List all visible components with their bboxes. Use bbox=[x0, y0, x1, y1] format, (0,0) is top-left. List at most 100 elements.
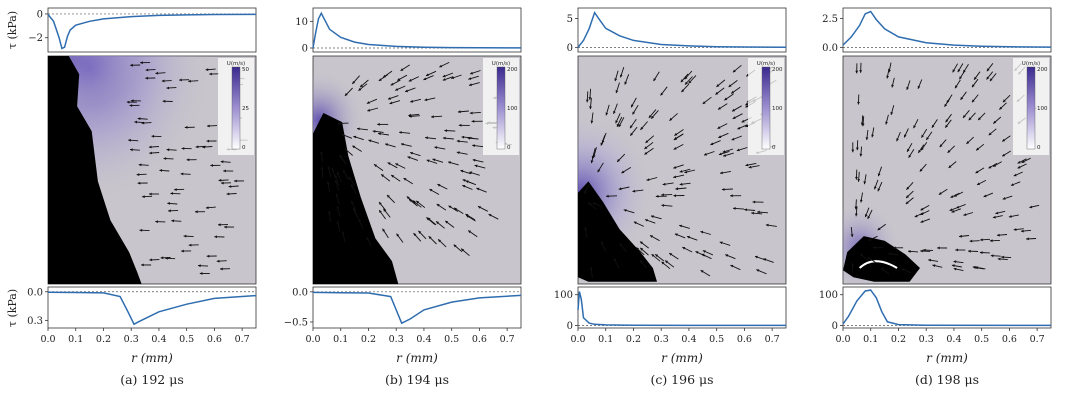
y-tick-label: 0.0 bbox=[292, 287, 308, 298]
velocity-arrowhead bbox=[161, 79, 165, 83]
velocity-arrowhead bbox=[851, 263, 854, 266]
velocity-arrowhead bbox=[636, 247, 640, 251]
velocity-arrowhead bbox=[920, 207, 924, 211]
velocity-arrowhead bbox=[206, 139, 210, 143]
velocity-arrowhead bbox=[731, 137, 735, 141]
velocity-arrowhead bbox=[166, 148, 170, 152]
velocity-arrowhead bbox=[476, 187, 480, 191]
velocity-arrowhead bbox=[864, 214, 868, 218]
top-shear-line bbox=[577, 10, 787, 48]
velocity-arrowhead bbox=[960, 96, 964, 100]
velocity-arrowhead bbox=[584, 227, 587, 230]
velocity-arrowhead bbox=[478, 206, 481, 209]
colorbar-label: U(m/s) bbox=[1022, 61, 1040, 67]
velocity-arrowhead bbox=[893, 246, 896, 250]
velocity-arrowhead bbox=[646, 178, 650, 181]
velocity-arrowhead bbox=[179, 78, 182, 82]
velocity-arrowhead bbox=[855, 176, 858, 180]
velocity-arrowhead bbox=[913, 125, 916, 129]
velocity-arrowhead bbox=[160, 256, 164, 260]
velocity-arrowhead bbox=[195, 145, 199, 149]
velocity-arrowhead bbox=[474, 164, 478, 168]
velocity-arrowhead bbox=[890, 112, 894, 115]
bottom-shear-plot: 100 0 0.0 0.1 0.2 0.3 0.4 0.5 0.6 0.7 bbox=[819, 286, 1052, 345]
velocity-arrowhead bbox=[871, 134, 874, 138]
velocity-arrowhead bbox=[757, 210, 760, 214]
velocity-arrows bbox=[850, 62, 1040, 275]
velocity-arrowhead bbox=[436, 221, 439, 225]
x-axis-label: r (mm) bbox=[396, 351, 438, 365]
velocity-arrowhead bbox=[674, 233, 678, 237]
velocity-arrowhead bbox=[145, 68, 149, 72]
velocity-arrowhead bbox=[986, 76, 990, 80]
velocity-arrowhead bbox=[718, 106, 721, 110]
velocity-arrowhead bbox=[472, 158, 476, 162]
velocity-arrowhead bbox=[336, 205, 340, 209]
velocity-arrowhead bbox=[975, 266, 979, 270]
velocity-arrowhead bbox=[170, 192, 174, 195]
y-tick-label: −2 bbox=[28, 33, 43, 44]
velocity-arrowhead bbox=[341, 231, 345, 235]
velocity-arrowhead bbox=[732, 69, 736, 73]
velocity-arrowhead bbox=[140, 61, 143, 65]
velocity-arrowhead bbox=[216, 259, 220, 263]
velocity-arrowhead bbox=[613, 111, 616, 114]
velocity-arrowhead bbox=[651, 254, 655, 257]
velocity-arrowhead bbox=[381, 174, 385, 178]
velocity-arrowhead bbox=[409, 115, 412, 118]
velocity-arrowhead bbox=[939, 144, 943, 148]
velocity-arrowhead bbox=[756, 269, 760, 272]
velocity-arrowhead bbox=[988, 165, 992, 169]
velocity-arrowhead bbox=[744, 208, 747, 212]
velocity-arrowhead bbox=[651, 115, 654, 119]
velocity-arrowhead bbox=[584, 190, 587, 194]
velocity-arrowhead bbox=[855, 70, 859, 74]
velocity-arrowhead bbox=[877, 227, 881, 231]
velocity-arrowhead bbox=[228, 185, 232, 188]
velocity-arrowhead bbox=[416, 200, 420, 204]
velocity-arrowhead bbox=[660, 92, 664, 96]
velocity-arrowhead bbox=[755, 255, 758, 259]
velocity-arrowhead bbox=[908, 250, 911, 253]
velocity-arrowhead bbox=[358, 87, 362, 91]
velocity-arrowhead bbox=[857, 101, 860, 105]
velocity-arrowhead bbox=[403, 178, 407, 181]
velocity-arrowhead bbox=[406, 196, 410, 200]
velocity-arrowhead bbox=[623, 209, 627, 212]
velocity-arrowhead bbox=[159, 169, 163, 172]
colorbar-label: U(m/s) bbox=[492, 61, 510, 67]
velocity-arrowhead bbox=[702, 101, 706, 104]
bottom-shear-line bbox=[577, 291, 786, 327]
velocity-arrowhead bbox=[336, 220, 340, 224]
y-tick-label: 0 bbox=[567, 43, 573, 54]
velocity-arrowhead bbox=[174, 188, 177, 191]
velocity-arrowhead bbox=[737, 126, 741, 130]
velocity-arrowhead bbox=[662, 182, 666, 186]
velocity-arrowhead bbox=[719, 241, 723, 245]
velocity-arrowhead bbox=[425, 136, 428, 140]
velocity-arrowhead bbox=[857, 179, 861, 182]
velocity-arrowhead bbox=[471, 119, 475, 123]
velocity-arrowhead bbox=[948, 165, 952, 168]
velocity-arrowhead bbox=[220, 160, 224, 164]
velocity-arrowhead bbox=[412, 200, 416, 204]
velocity-arrowhead bbox=[1021, 229, 1024, 233]
velocity-arrowhead bbox=[945, 124, 948, 128]
velocity-arrowhead bbox=[202, 145, 205, 149]
velocity-arrowhead bbox=[606, 194, 609, 198]
velocity-arrowhead bbox=[874, 186, 877, 190]
velocity-arrowhead bbox=[218, 223, 221, 227]
velocity-arrowhead bbox=[980, 238, 983, 242]
velocity-arrowhead bbox=[763, 258, 767, 261]
bottom-shear-plot: 0.0 −0.5 0.0 0.1 0.2 0.3 0.4 0.5 0.6 0.7 bbox=[284, 286, 522, 345]
velocity-arrowhead bbox=[387, 162, 391, 166]
velocity-arrowhead bbox=[679, 224, 683, 228]
velocity-arrowhead bbox=[855, 147, 859, 151]
top-axes-frame bbox=[577, 7, 787, 53]
velocity-arrowhead bbox=[368, 139, 372, 143]
velocity-arrowhead bbox=[165, 256, 168, 260]
velocity-arrowhead bbox=[400, 68, 404, 71]
velocity-arrowhead bbox=[919, 168, 923, 172]
bottom-axes-frame bbox=[47, 286, 257, 329]
x-tick-label: 0.4 bbox=[151, 334, 166, 345]
